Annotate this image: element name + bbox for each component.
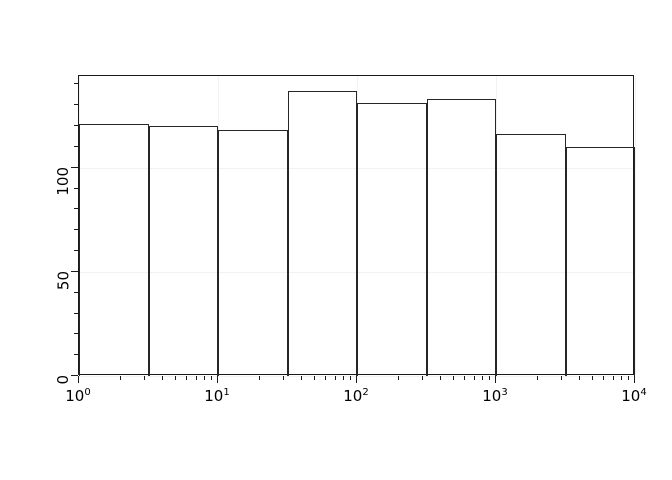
x-tick-mantissa: 10	[621, 387, 641, 405]
y-tick-label-50: 50	[54, 270, 73, 290]
x-tick-major-10000	[634, 376, 636, 383]
y-tick-minor-10	[74, 354, 78, 356]
x-tick-mantissa: 10	[482, 387, 502, 405]
x-tick-minor-20	[258, 376, 260, 380]
x-axis-tick-labels: 100 101 102 103 104	[65, 387, 646, 413]
plot-area	[78, 75, 636, 377]
x-tick-exponent: 3	[501, 387, 508, 398]
x-axis-ticks	[78, 376, 636, 383]
bar-2	[148, 126, 218, 376]
x-tick-minor-4000	[578, 376, 580, 380]
y-tick-minor-80	[74, 208, 78, 210]
x-tick-minor-6	[186, 376, 188, 380]
bar-5	[357, 103, 427, 376]
x-tick-minor-50	[314, 376, 316, 380]
x-tick-label-100: 102	[343, 387, 369, 405]
x-tick-minor-40	[300, 376, 302, 380]
x-tick-minor-9	[210, 376, 212, 380]
y-tick-minor-140	[74, 83, 78, 85]
x-tick-minor-900	[488, 376, 490, 380]
x-tick-minor-300	[422, 376, 424, 380]
y-tick-minor-30	[74, 312, 78, 314]
x-tick-minor-9000	[627, 376, 629, 380]
x-tick-minor-90	[349, 376, 351, 380]
x-tick-minor-4	[161, 376, 163, 380]
x-tick-minor-80	[342, 376, 344, 380]
gridline-y-50	[79, 271, 633, 273]
x-tick-minor-600	[464, 376, 466, 380]
x-tick-minor-8000	[620, 376, 622, 380]
y-tick-minor-120	[74, 125, 78, 127]
x-tick-label-10000: 104	[621, 387, 647, 405]
x-tick-minor-7000	[612, 376, 614, 380]
gridline-x-10000	[635, 76, 636, 374]
x-tick-minor-2	[119, 376, 121, 380]
x-tick-mantissa: 10	[204, 387, 224, 405]
y-tick-major-100	[71, 166, 78, 168]
y-tick-minor-60	[74, 250, 78, 252]
x-tick-minor-3	[144, 376, 146, 380]
bar-8	[565, 146, 635, 376]
y-axis-tick-labels: 0 50 100	[0, 75, 73, 385]
x-tick-exponent: 1	[223, 387, 230, 398]
x-tick-minor-5	[175, 376, 177, 380]
bar-3	[218, 130, 288, 376]
x-tick-label-1: 100	[65, 387, 91, 405]
x-tick-minor-30	[283, 376, 285, 380]
x-tick-major-1	[78, 376, 80, 383]
y-tick-minor-70	[74, 229, 78, 231]
x-tick-minor-70	[334, 376, 336, 380]
x-tick-major-10	[217, 376, 219, 383]
y-tick-label-100: 100	[54, 166, 73, 196]
y-tick-minor-130	[74, 104, 78, 106]
x-tick-minor-60	[325, 376, 327, 380]
x-tick-minor-400	[439, 376, 441, 380]
x-tick-minor-800	[481, 376, 483, 380]
x-tick-exponent: 0	[84, 387, 91, 398]
x-tick-minor-2000	[536, 376, 538, 380]
x-tick-minor-700	[473, 376, 475, 380]
y-tick-minor-20	[74, 333, 78, 335]
y-tick-minor-110	[74, 145, 78, 147]
bar-1	[79, 123, 149, 376]
x-tick-minor-200	[397, 376, 399, 380]
x-tick-minor-3000	[561, 376, 563, 380]
x-tick-mantissa: 10	[343, 387, 363, 405]
x-tick-label-1000: 103	[482, 387, 508, 405]
x-tick-minor-6000	[603, 376, 605, 380]
gridline-y-100	[79, 167, 633, 169]
x-tick-major-100	[356, 376, 358, 383]
x-tick-minor-500	[453, 376, 455, 380]
bar-6	[426, 98, 496, 376]
y-tick-minor-90	[74, 187, 78, 189]
x-tick-minor-5000	[592, 376, 594, 380]
y-tick-label-0: 0	[54, 375, 73, 385]
y-axis-ticks	[71, 75, 78, 377]
x-tick-minor-8	[203, 376, 205, 380]
x-tick-major-1000	[495, 376, 497, 383]
x-tick-exponent: 2	[362, 387, 369, 398]
x-tick-minor-7	[195, 376, 197, 380]
y-tick-major-50	[71, 270, 78, 273]
bar-7	[496, 134, 566, 376]
y-tick-minor-40	[74, 291, 78, 293]
y-tick-major-0	[71, 375, 78, 377]
bar-4	[287, 90, 357, 376]
x-tick-exponent: 4	[640, 387, 647, 398]
x-tick-label-10: 101	[204, 387, 230, 405]
x-tick-mantissa: 10	[65, 387, 85, 405]
